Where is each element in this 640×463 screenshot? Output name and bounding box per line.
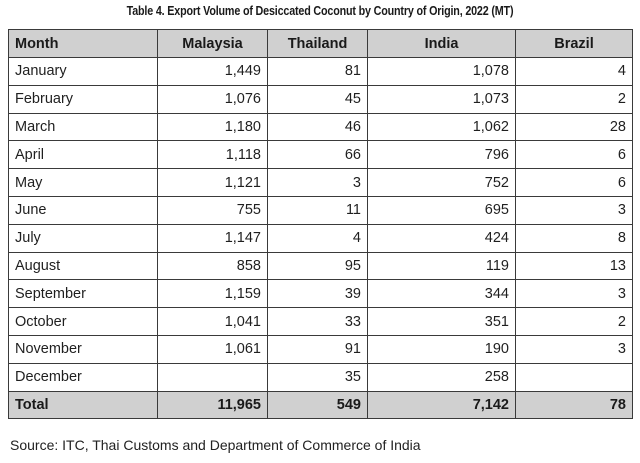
month-cell: October xyxy=(8,307,158,336)
thailand-cell: 91 xyxy=(267,334,368,364)
month-cell: July xyxy=(8,223,158,253)
month-cell: March xyxy=(8,112,158,142)
thailand-cell: 4 xyxy=(267,223,368,253)
total-label: Total xyxy=(8,390,158,420)
thailand-total: 549 xyxy=(267,390,368,420)
month-cell: November xyxy=(8,334,158,364)
month-cell: December xyxy=(8,362,158,392)
malaysia-cell: 1,061 xyxy=(157,334,268,364)
india-cell: 1,073 xyxy=(367,84,516,114)
malaysia-cell xyxy=(157,362,268,392)
thailand-cell: 95 xyxy=(267,251,368,281)
india-cell: 1,078 xyxy=(367,57,516,86)
brazil-cell: 6 xyxy=(515,168,633,197)
brazil-cell: 2 xyxy=(515,307,633,336)
india-total: 7,142 xyxy=(367,390,516,420)
column-header-malaysia: Malaysia xyxy=(157,29,268,58)
brazil-cell: 2 xyxy=(515,84,633,114)
thailand-cell: 35 xyxy=(267,362,368,392)
brazil-cell: 6 xyxy=(515,140,633,170)
malaysia-cell: 1,121 xyxy=(157,168,268,197)
india-cell: 351 xyxy=(367,307,516,336)
malaysia-cell: 858 xyxy=(157,251,268,281)
india-cell: 119 xyxy=(367,251,516,281)
month-cell: June xyxy=(8,195,158,225)
brazil-cell: 28 xyxy=(515,112,633,142)
malaysia-cell: 1,449 xyxy=(157,57,268,86)
column-header-month: Month xyxy=(8,29,158,58)
table-row: July 1,147 4 424 8 xyxy=(8,223,633,253)
table-row: April 1,118 66 796 6 xyxy=(8,140,633,170)
malaysia-cell: 1,076 xyxy=(157,84,268,114)
malaysia-cell: 1,147 xyxy=(157,223,268,253)
india-cell: 1,062 xyxy=(367,112,516,142)
brazil-cell: 8 xyxy=(515,223,633,253)
malaysia-cell: 1,041 xyxy=(157,307,268,336)
total-row: Total 11,965 549 7,142 78 xyxy=(8,390,633,420)
india-cell: 258 xyxy=(367,362,516,392)
export-volume-table: Month Malaysia Thailand India Brazil Jan… xyxy=(8,29,633,420)
india-cell: 796 xyxy=(367,140,516,170)
month-cell: February xyxy=(8,84,158,114)
india-cell: 344 xyxy=(367,279,516,309)
india-cell: 695 xyxy=(367,195,516,225)
malaysia-cell: 755 xyxy=(157,195,268,225)
table-row: June 755 11 695 3 xyxy=(8,195,633,225)
month-cell: May xyxy=(8,168,158,197)
column-header-brazil: Brazil xyxy=(515,29,633,58)
brazil-total: 78 xyxy=(515,390,633,420)
table-row: September 1,159 39 344 3 xyxy=(8,279,633,309)
thailand-cell: 11 xyxy=(267,195,368,225)
column-header-thailand: Thailand xyxy=(267,29,368,58)
table-row: December 35 258 xyxy=(8,362,633,392)
source-note: Source: ITC, Thai Customs and Department… xyxy=(10,437,421,453)
table-row: February 1,076 45 1,073 2 xyxy=(8,84,633,114)
header-row: Month Malaysia Thailand India Brazil xyxy=(8,29,633,58)
table-row: November 1,061 91 190 3 xyxy=(8,334,633,364)
thailand-cell: 45 xyxy=(267,84,368,114)
malaysia-cell: 1,118 xyxy=(157,140,268,170)
brazil-cell: 13 xyxy=(515,251,633,281)
month-cell: April xyxy=(8,140,158,170)
month-cell: September xyxy=(8,279,158,309)
thailand-cell: 81 xyxy=(267,57,368,86)
thailand-cell: 66 xyxy=(267,140,368,170)
table-title: Table 4. Export Volume of Desiccated Coc… xyxy=(126,4,514,18)
table-row: March 1,180 46 1,062 28 xyxy=(8,112,633,142)
table-row: October 1,041 33 351 2 xyxy=(8,307,633,336)
table-row: January 1,449 81 1,078 4 xyxy=(8,57,633,86)
thailand-cell: 33 xyxy=(267,307,368,336)
malaysia-cell: 1,159 xyxy=(157,279,268,309)
malaysia-cell: 1,180 xyxy=(157,112,268,142)
thailand-cell: 3 xyxy=(267,168,368,197)
month-cell: January xyxy=(8,57,158,86)
india-cell: 424 xyxy=(367,223,516,253)
malaysia-total: 11,965 xyxy=(157,390,268,420)
brazil-cell xyxy=(515,362,633,392)
brazil-cell: 3 xyxy=(515,279,633,309)
column-header-india: India xyxy=(367,29,516,58)
thailand-cell: 46 xyxy=(267,112,368,142)
month-cell: August xyxy=(8,251,158,281)
india-cell: 190 xyxy=(367,334,516,364)
brazil-cell: 3 xyxy=(515,195,633,225)
table-row: August 858 95 119 13 xyxy=(8,251,633,281)
india-cell: 752 xyxy=(367,168,516,197)
brazil-cell: 4 xyxy=(515,57,633,86)
table-row: May 1,121 3 752 6 xyxy=(8,168,633,197)
thailand-cell: 39 xyxy=(267,279,368,309)
brazil-cell: 3 xyxy=(515,334,633,364)
